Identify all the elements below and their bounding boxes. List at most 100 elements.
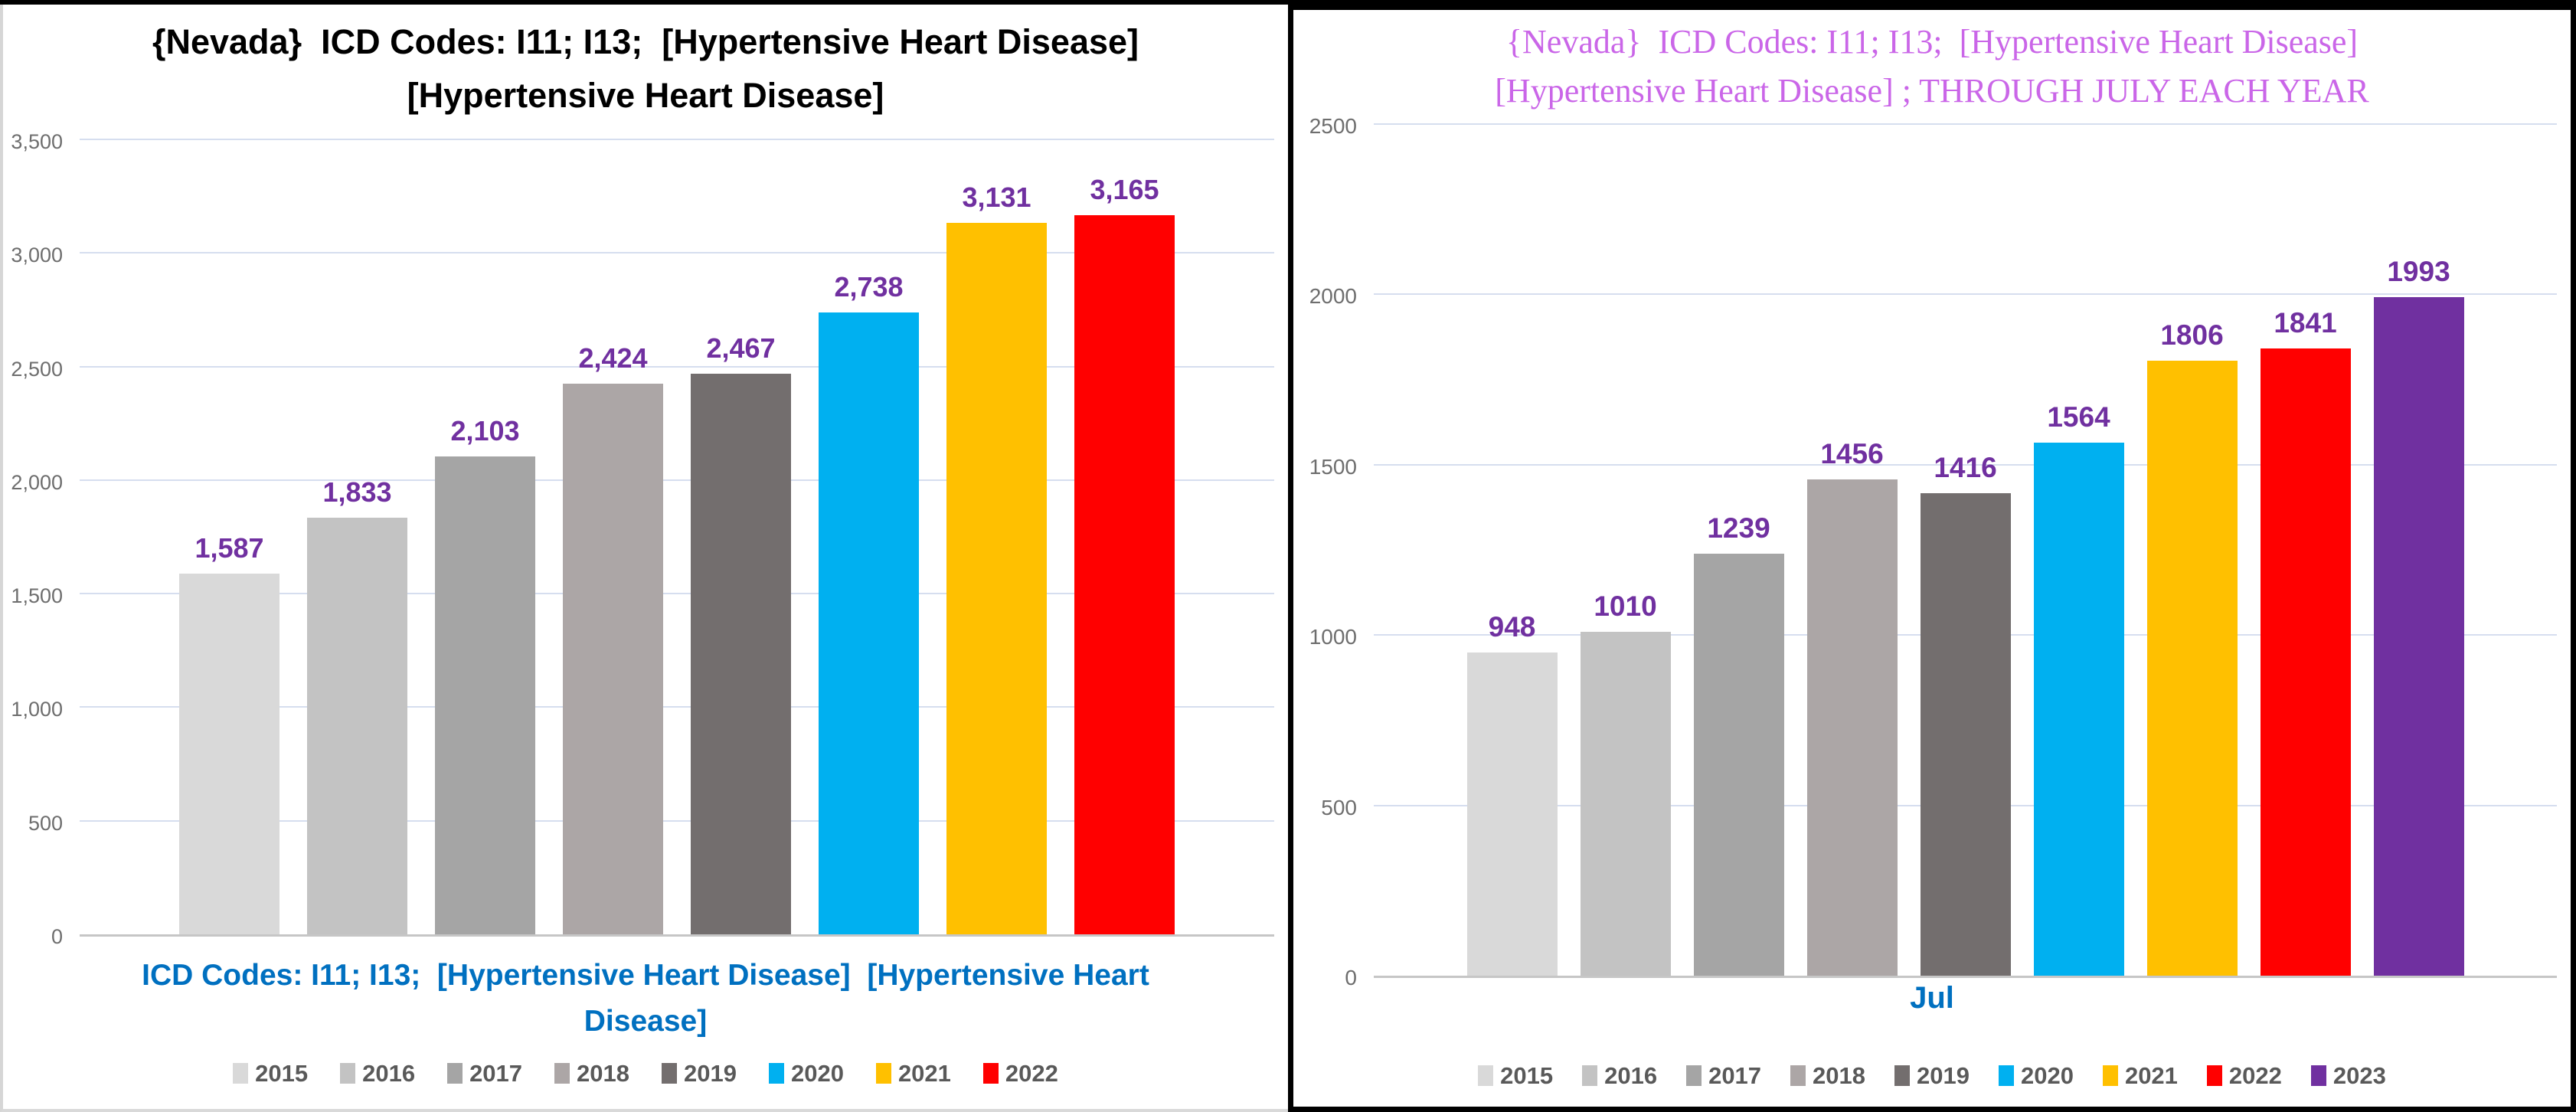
legend-item-2023: 2023 (2310, 1062, 2386, 1089)
y-tick-label-3000: 3,000 (11, 244, 63, 267)
legend-swatch-2021 (875, 1063, 891, 1084)
bar-2021 (946, 223, 1047, 934)
bar-row: 1,587 1,833 2,103 2,424 2,467 2,738 3,131 3,165 (80, 142, 1274, 934)
gridline-500 (80, 819, 1274, 822)
left-chart-title: {Nevada} ICD Codes: I11; I13; [Hypertens… (152, 22, 1159, 115)
y-tick-label-500: 500 (28, 811, 63, 835)
y-tick-label-0: 0 (51, 925, 63, 948)
legend-swatch-2022 (982, 1063, 999, 1084)
bar-value-label-2020: 1564 (2047, 401, 2110, 433)
bar-slot-2022: 3,165 (1061, 142, 1188, 934)
bar-slot-2021: 1806 (2136, 126, 2249, 976)
bar-2018 (563, 384, 663, 934)
legend-label-2019: 2019 (684, 1060, 737, 1087)
right-chart-panel: {Nevada} ICD Codes: I11; I13; [Hypertens… (1288, 5, 2576, 1112)
bar-slot-2015: 948 (1456, 126, 1569, 976)
legend-item-2019: 2019 (662, 1061, 737, 1085)
legend-swatch-2015 (1478, 1065, 1494, 1086)
legend-swatch-2016 (1582, 1065, 1598, 1086)
left-legend: 2015 2016 2017 2018 2019 2020 2021 2022 (3, 1061, 1288, 1085)
left-plot-area: 1,587 1,833 2,103 2,424 2,467 2,738 3,131 3,165 (80, 139, 1274, 937)
legend-item-2015: 2015 (233, 1061, 308, 1085)
legend-item-2020: 2020 (1998, 1062, 2074, 1089)
right-y-axis: 2500 2000 1500 1000 500 0 (1293, 114, 1357, 989)
legend-label-2020: 2020 (790, 1060, 844, 1087)
bar-value-label-2019: 1416 (1934, 452, 1997, 483)
right-x-axis-title: Jul (1910, 981, 1954, 1015)
bar-slot-2020: 2,738 (805, 142, 933, 934)
y-tick-label-2000: 2000 (1309, 284, 1357, 309)
bar-value-label-2020: 2,738 (834, 271, 904, 303)
bar-2017 (1693, 554, 1784, 976)
bar-2022 (2260, 348, 2351, 976)
legend-item-2022: 2022 (2206, 1062, 2282, 1089)
left-y-axis: 3,500 3,000 2,500 2,000 1,500 1,000 500 0 (3, 130, 63, 948)
bar-slot-2019: 2,467 (677, 142, 805, 934)
bar-2020 (819, 312, 919, 934)
legend-swatch-2017 (447, 1063, 463, 1084)
bar-value-label-2023: 1993 (2387, 256, 2450, 287)
bar-slot-2018: 2,424 (549, 142, 677, 934)
legend-swatch-2019 (1894, 1065, 1911, 1086)
legend-item-2020: 2020 (768, 1060, 844, 1087)
legend-swatch-2022 (2206, 1065, 2222, 1086)
bar-2017 (435, 456, 535, 934)
gridline-1000 (80, 706, 1274, 708)
right-chart-title: {Nevada} ICD Codes: I11; I13; [Hypertens… (1495, 23, 2369, 110)
bar-value-label-2022: 1841 (2274, 307, 2337, 339)
legend-swatch-2020 (1998, 1065, 2014, 1086)
bar-value-label-2021: 1806 (2160, 319, 2224, 351)
legend-swatch-2017 (1686, 1065, 1702, 1086)
bar-row: 948 1010 1239 1456 1416 1564 1806 1841 1993 (1374, 126, 2557, 976)
legend-label-2019: 2019 (1917, 1062, 1970, 1089)
legend-label-2021: 2021 (897, 1060, 951, 1087)
legend-label-2015: 2015 (1500, 1062, 1554, 1089)
gridline-2500 (80, 365, 1274, 368)
legend-label-2021: 2021 (2124, 1062, 2178, 1089)
bar-2018 (1806, 479, 1898, 976)
bar-2016 (307, 518, 407, 934)
legend-swatch-2016 (340, 1063, 356, 1084)
legend-label-2022: 2022 (2228, 1062, 2282, 1089)
bar-2016 (1580, 632, 1671, 976)
legend-item-2016: 2016 (340, 1061, 415, 1085)
y-tick-label-1500: 1,500 (11, 584, 63, 608)
legend-item-2017: 2017 (1686, 1064, 1761, 1087)
legend-label-2017: 2017 (1708, 1062, 1762, 1089)
legend-swatch-2019 (662, 1063, 677, 1084)
y-tick-label-500: 500 (1321, 795, 1357, 819)
legend-swatch-2023 (2310, 1065, 2326, 1086)
bar-2023 (2373, 297, 2464, 976)
bar-2021 (2146, 361, 2238, 976)
gridline-3500 (80, 139, 1274, 140)
legend-swatch-2018 (554, 1063, 570, 1084)
bar-slot-2022: 1841 (2249, 126, 2362, 976)
gridline-2000 (1374, 293, 2557, 296)
bar-2019 (1920, 493, 2011, 976)
legend-label-2017: 2017 (469, 1060, 523, 1087)
legend-item-2021: 2021 (875, 1060, 951, 1087)
bar-2015 (179, 574, 280, 934)
legend-label-2015: 2015 (255, 1060, 309, 1087)
gridline-2500 (1374, 123, 2557, 125)
legend-item-2015: 2015 (1478, 1064, 1553, 1087)
legend-item-2017: 2017 (447, 1061, 522, 1085)
legend-label-2018: 2018 (577, 1060, 629, 1087)
legend-label-2023: 2023 (2332, 1062, 2386, 1089)
left-chart-panel: {Nevada} ICD Codes: I11; I13; [Hypertens… (0, 5, 1288, 1112)
y-tick-label-1500: 1500 (1309, 454, 1357, 479)
bar-value-label-2018: 2,424 (578, 342, 648, 374)
bar-slot-2021: 3,131 (933, 142, 1061, 934)
gridline-1500 (80, 593, 1274, 595)
bar-value-label-2016: 1010 (1594, 590, 1657, 622)
bar-slot-2016: 1010 (1569, 126, 1682, 976)
legend-item-2019: 2019 (1894, 1064, 1970, 1087)
legend-item-2021: 2021 (2102, 1062, 2178, 1089)
legend-label-2020: 2020 (2020, 1062, 2074, 1089)
right-plot-area: 948 1010 1239 1456 1416 1564 1806 1841 1993 (1374, 123, 2557, 978)
legend-item-2016: 2016 (1582, 1064, 1657, 1087)
bar-value-label-2021: 3,131 (962, 182, 1031, 213)
bar-2015 (1466, 652, 1558, 976)
y-tick-label-1000: 1000 (1309, 625, 1357, 649)
